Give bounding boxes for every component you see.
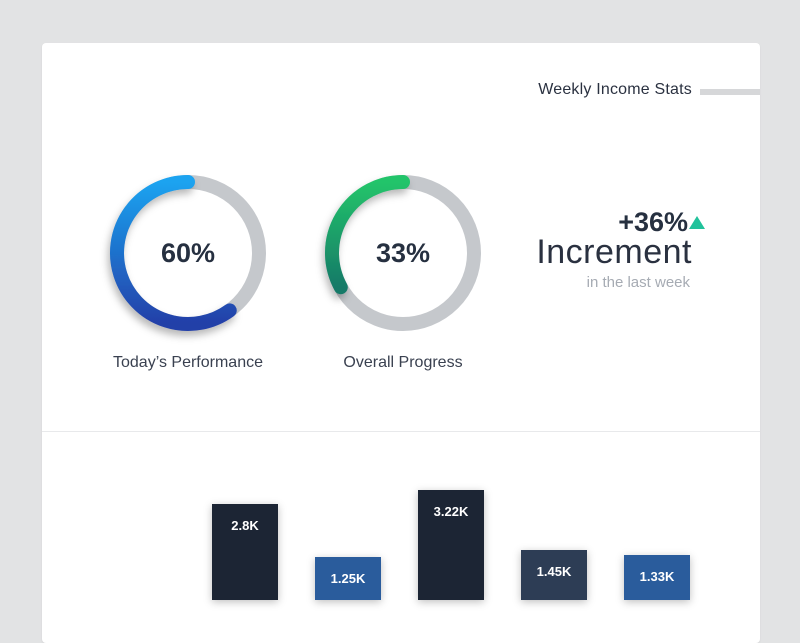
card-title: Weekly Income Stats <box>538 81 692 98</box>
progress-arc <box>325 175 410 295</box>
performance-value: 60% <box>160 237 216 268</box>
bar-value-label: 1.33K <box>639 568 675 584</box>
income-stats-card: Weekly Income Stats 60% Today’s Performa… <box>42 43 760 643</box>
bar-value-label: 1.25K <box>330 571 366 587</box>
progress-label: Overall Progress <box>343 354 463 371</box>
arrow-up-icon <box>689 216 705 229</box>
progress-donut: 33% <box>321 171 485 335</box>
bar-5: 1.33K <box>624 554 690 600</box>
section-divider <box>42 431 760 432</box>
bar-1: 2.8K <box>212 504 278 600</box>
bar-value-label: 2.8K <box>231 518 259 534</box>
bar-3: 3.22K <box>418 490 484 600</box>
performance-label: Today’s Performance <box>113 354 263 371</box>
bar-value-label: 1.45K <box>536 564 572 580</box>
increment-subtitle: in the last week <box>586 274 690 291</box>
increment-percent: +36% <box>618 207 688 237</box>
progress-value: 33% <box>375 237 431 268</box>
title-accent-bar <box>700 89 760 95</box>
increment-word: Increment <box>536 233 692 271</box>
bar-2: 1.25K <box>315 557 381 600</box>
performance-arc <box>110 175 237 331</box>
bar-4: 1.45K <box>521 550 587 600</box>
bar-value-label: 3.22K <box>433 504 469 519</box>
performance-donut: 60% <box>106 171 270 335</box>
